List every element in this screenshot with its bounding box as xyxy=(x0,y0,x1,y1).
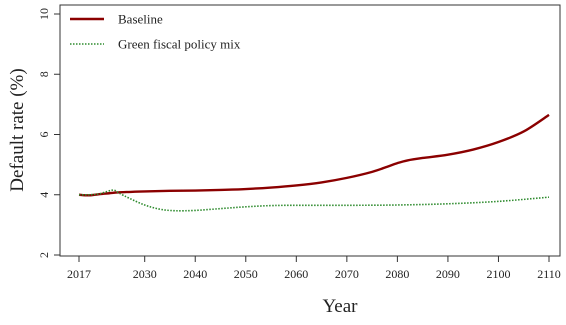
y-tick-label: 10 xyxy=(37,8,51,20)
x-tick-label: 2110 xyxy=(537,267,561,281)
plot-frame xyxy=(59,4,561,257)
series-layer xyxy=(78,113,550,212)
axes: 2017 2030 2040 2050 2060 2070 2080 2090 2100 2110… xyxy=(37,4,561,281)
x-tick-label: 2070 xyxy=(335,267,359,281)
legend-label-baseline: Baseline xyxy=(118,12,163,27)
series-line-green-fiscal-policy-mix xyxy=(78,189,550,212)
y-tick-label: 2 xyxy=(37,252,51,258)
x-tick-label: 2040 xyxy=(183,267,207,281)
y-tick-label: 4 xyxy=(37,192,51,198)
x-tick-label: 2100 xyxy=(486,267,510,281)
x-tick-label: 2080 xyxy=(385,267,409,281)
legend-label-green-fiscal-policy-mix: Green fiscal policy mix xyxy=(118,37,241,52)
series-line-baseline xyxy=(78,113,550,197)
x-tick-label: 2060 xyxy=(284,267,308,281)
y-tick-label: 6 xyxy=(37,132,51,138)
legend: Baseline Green fiscal policy mix xyxy=(70,12,241,52)
x-tick-label: 2030 xyxy=(133,267,157,281)
x-tick-label: 2017 xyxy=(67,267,91,281)
x-axis-title: Year xyxy=(322,296,358,317)
y-axis-title: Default rate (%) xyxy=(7,68,28,191)
x-tick-label: 2050 xyxy=(234,267,258,281)
y-tick-label: 8 xyxy=(37,71,51,77)
x-tick-label: 2090 xyxy=(436,267,460,281)
